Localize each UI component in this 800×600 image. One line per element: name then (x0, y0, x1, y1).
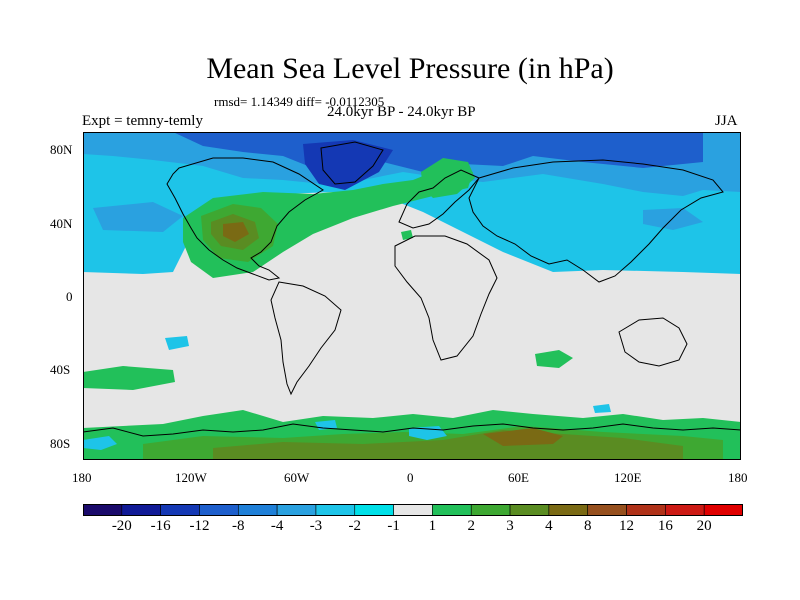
map-title: Mean Sea Level Pressure (in hPa) (206, 52, 614, 85)
colorbar-bin (509, 504, 550, 516)
greenland-low (303, 140, 393, 190)
colorbar-bin (432, 504, 472, 516)
experiment-label: Expt = temny-temly (82, 113, 203, 129)
colorbar-tick-label: 3 (506, 518, 514, 534)
colorbar-tick-label: 12 (619, 518, 635, 534)
colorbar-bin (237, 504, 278, 516)
japan-lightblue-patch (643, 208, 703, 230)
colorbar-bin (354, 504, 394, 516)
lat-label-0: 0 (66, 289, 73, 304)
colorbar-bin (470, 504, 511, 516)
coastlines (83, 141, 741, 437)
australia-coast (618, 317, 688, 367)
lon-label-0: 0 (407, 470, 414, 485)
colorbar-frame (83, 504, 743, 516)
antarctic-brown-center (483, 428, 563, 446)
colorbar-bin (393, 504, 433, 516)
lon-label-120e: 120E (614, 470, 642, 485)
north-america-high-center (223, 222, 249, 242)
southern-ocean-cyan-spot (593, 404, 611, 413)
season-label: JJA (715, 113, 738, 129)
lon-label-60w: 60W (284, 470, 310, 485)
lon-label-180w: 180 (72, 470, 92, 485)
lat-label-80n: 80N (50, 142, 73, 157)
rmsd-diff-stats: rmsd= 1.14349 diff= -0.0112305 (214, 94, 385, 109)
south-pacific-green-patch (83, 366, 175, 390)
colorbar-bin (703, 504, 743, 516)
colorbar-tick-label: 4 (545, 518, 553, 534)
pacific-cyan-patch (93, 202, 183, 232)
time-period-label: 24.0kyr BP - 24.0kyr BP (327, 104, 476, 120)
colorbar-tick-label: 20 (696, 518, 712, 534)
colorbar-bin (83, 504, 123, 516)
map-frame (83, 132, 741, 460)
south-america-coast (270, 281, 342, 396)
lon-label-60e: 60E (508, 470, 529, 485)
colorbar-tick-label: -20 (111, 518, 132, 534)
lon-label-120w: 120W (175, 470, 207, 485)
colorbar-tick-label: -16 (150, 518, 171, 534)
colorbar-bin (276, 504, 317, 516)
lat-label-40s: 40S (50, 362, 71, 377)
south-pacific-cyan-patch (165, 336, 189, 350)
antarctic-cyan-spot-1 (83, 436, 117, 450)
colorbar-tick-label: -3 (309, 518, 323, 534)
lat-label-80s: 80S (50, 436, 71, 451)
scandinavia-high (421, 158, 475, 198)
colorbar-bin (665, 504, 705, 516)
north-america-coast (166, 157, 324, 281)
colorbar-bin (626, 504, 666, 516)
colorbar-tick-label: -1 (387, 518, 400, 534)
lat-label-40n: 40N (50, 216, 73, 231)
colorbar-tick-label: 2 (467, 518, 475, 534)
colorbar-bin (121, 504, 161, 516)
colorbar-bin (199, 504, 239, 516)
colorbar-tick-label: 16 (657, 518, 673, 534)
colorbar-tick-label: -12 (189, 518, 210, 534)
colorbar-bin (160, 504, 200, 516)
greenland-coast (320, 141, 384, 185)
colorbar-tick-label: 8 (583, 518, 592, 534)
antarctic-brown-core (213, 430, 683, 460)
africa-coast (394, 235, 498, 361)
antarctica-coast (83, 423, 741, 437)
colorbar-bin (315, 504, 356, 516)
colorbar-tick-label: -2 (348, 518, 362, 534)
colorbar-bin (548, 504, 589, 516)
pressure-anomaly-map (83, 132, 741, 460)
asia-coast (468, 159, 724, 283)
indian-ocean-green-patch (535, 350, 573, 368)
colorbar-tick-label: 1 (428, 518, 437, 534)
colorbar-bin (587, 504, 627, 516)
colorbar (83, 504, 743, 516)
colorbar-tick-label: -8 (232, 518, 245, 534)
colorbar-tick-label: -4 (270, 518, 284, 534)
europe-green-spot (401, 230, 413, 240)
lon-label-180e: 180 (728, 470, 748, 485)
